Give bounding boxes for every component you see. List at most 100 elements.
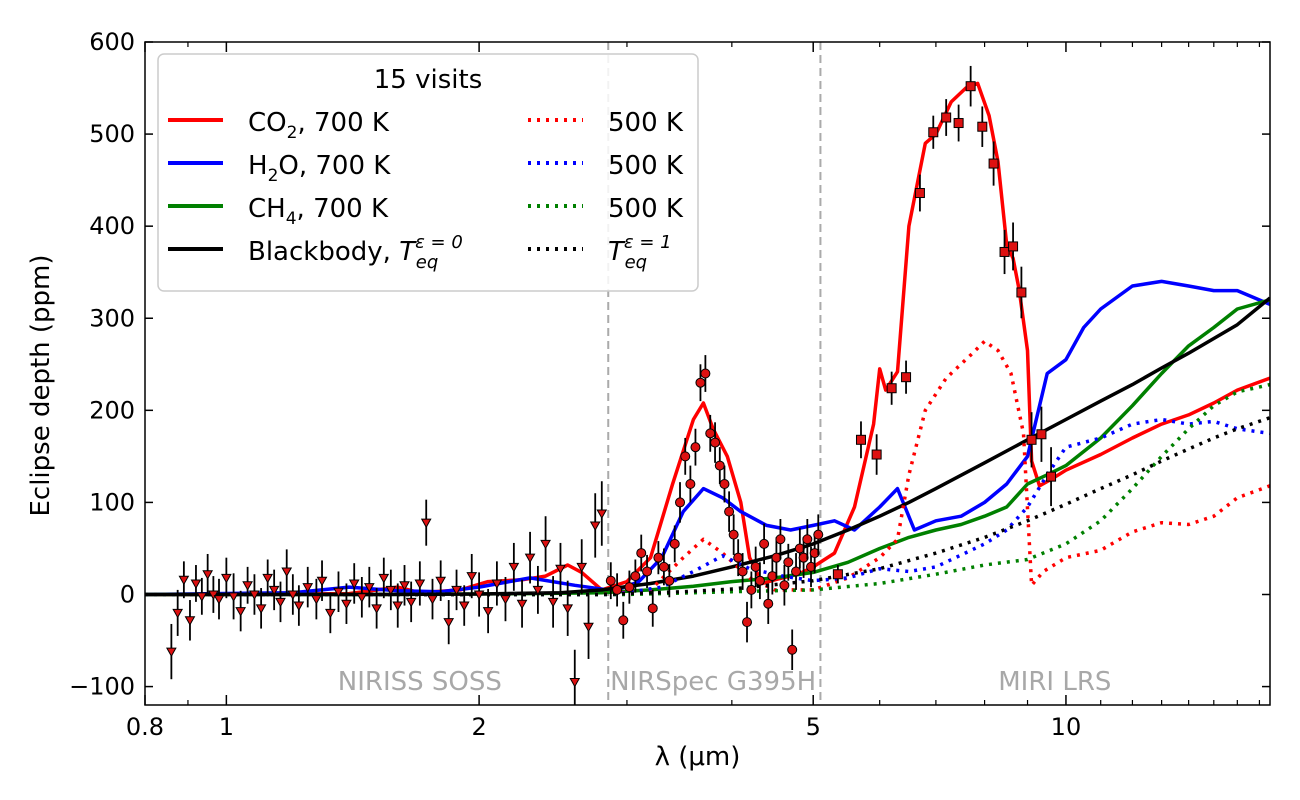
data-point [249, 590, 260, 601]
data-point [832, 569, 843, 580]
data-point [728, 529, 739, 540]
data-point [228, 592, 239, 602]
legend-label-4: 500 K [608, 108, 684, 138]
region-label-1: NIRSpec G395H [610, 667, 816, 697]
data-point [690, 442, 701, 453]
data-point [928, 127, 939, 138]
data-point [473, 590, 485, 601]
legend-label-6: 500 K [608, 194, 684, 224]
data-point [605, 575, 616, 586]
data-point [420, 518, 432, 529]
data-point [333, 587, 344, 598]
data-point [714, 460, 725, 471]
data-point [500, 595, 511, 605]
x-tick-label: 1 [219, 713, 234, 741]
x-tick-label: 2 [471, 713, 486, 741]
data-point [532, 585, 544, 596]
legend-label-0: CO2, 700 K [248, 108, 390, 143]
data-point [202, 570, 214, 580]
data-point [378, 573, 390, 584]
legend-label-1: H2O, 700 K [248, 151, 391, 186]
region-label-2: MIRI LRS [998, 667, 1111, 697]
data-point [763, 598, 774, 609]
data-point [787, 644, 798, 655]
data-point [759, 538, 770, 549]
data-point [555, 564, 566, 575]
data-point [524, 553, 536, 564]
region-label-0: NIRISS SOSS [338, 667, 502, 697]
data-point [562, 604, 574, 614]
data-point [700, 368, 711, 379]
data-point [482, 607, 494, 617]
data-point [414, 579, 426, 589]
data-point [172, 608, 184, 619]
data-point [255, 604, 267, 614]
data-point [813, 529, 824, 540]
y-tick-label: 0 [120, 581, 135, 609]
data-point [612, 584, 623, 595]
data-point [750, 561, 761, 572]
data-point [596, 509, 608, 519]
y-tick-label: −100 [69, 673, 135, 701]
data-point [618, 615, 629, 626]
y-tick-label: 400 [89, 212, 135, 240]
y-tick-label: 300 [89, 304, 135, 332]
data-point [742, 617, 753, 628]
data-point [642, 566, 653, 577]
data-point [316, 576, 328, 587]
data-point [1046, 471, 1057, 482]
data-point [392, 601, 404, 612]
data-point [341, 599, 352, 610]
series-line-5 [145, 417, 1270, 597]
x-tick-label: 10 [1051, 713, 1082, 741]
data-point [658, 561, 669, 572]
data-point [576, 562, 588, 573]
data-point [235, 607, 247, 617]
data-point [405, 597, 417, 608]
data-point [669, 538, 680, 549]
data-point [664, 575, 675, 586]
data-point [356, 593, 368, 603]
data-point [953, 118, 964, 129]
data-point [516, 599, 528, 610]
data-point [190, 579, 202, 589]
data-point [653, 552, 664, 563]
data-point [1016, 287, 1027, 298]
data-point [293, 601, 305, 612]
data-point [208, 590, 219, 601]
series-line-3 [145, 296, 1270, 597]
data-point [302, 583, 314, 593]
data-point [733, 552, 744, 563]
data-point [466, 572, 478, 582]
legend-label-3: Blackbody, Tε = 0eq​ [248, 232, 463, 273]
data-point [791, 566, 802, 577]
data-point [630, 571, 641, 582]
data-point [871, 449, 882, 460]
legend-label-7: Tε = 1eq​ [608, 232, 672, 273]
data-point [443, 618, 455, 628]
data-point [710, 437, 721, 448]
data-point [775, 534, 786, 545]
data-point [624, 582, 635, 593]
y-tick-label: 100 [89, 488, 135, 516]
x-axis-label: λ (μm) [655, 742, 741, 772]
data-point [675, 497, 686, 508]
data-point [262, 573, 274, 584]
data-point [371, 604, 382, 614]
data-point [754, 575, 765, 586]
data-point [363, 583, 375, 593]
data-point [719, 479, 730, 489]
data-point [941, 112, 952, 123]
y-tick-label: 200 [89, 396, 135, 424]
data-point [589, 521, 601, 531]
legend-title: 15 visits [374, 65, 482, 95]
data-point [705, 428, 716, 439]
data-point [166, 647, 177, 658]
y-tick-label: 500 [89, 120, 135, 148]
data-point [680, 451, 691, 462]
data-point [746, 584, 757, 595]
data-point [268, 585, 280, 596]
data-point [458, 601, 470, 612]
series-line-4 [145, 339, 1270, 597]
data-point [783, 557, 794, 568]
